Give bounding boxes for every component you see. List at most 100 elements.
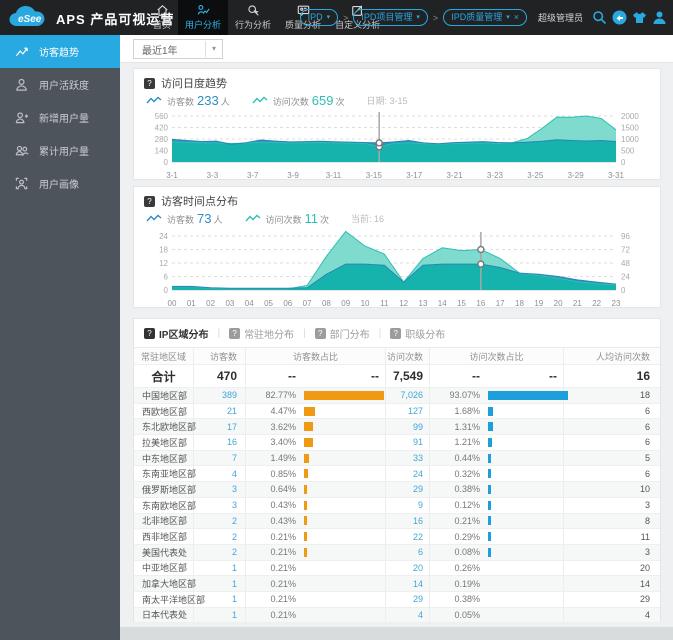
visitors-count[interactable]: 2 — [194, 529, 246, 544]
visits-count[interactable]: 9 — [386, 497, 430, 513]
visits-count[interactable]: 20 — [386, 560, 430, 576]
svg-text:3-25: 3-25 — [527, 171, 544, 180]
chart2-legend: 访客数 73 人 访问次数 11 次 当前: 16 — [134, 208, 660, 226]
visits-count[interactable]: 99 — [386, 419, 430, 435]
visitors-count[interactable]: 3 — [194, 497, 246, 513]
sidebar-item-new-users[interactable]: 新增用户量 — [0, 101, 120, 134]
close-icon[interactable]: × — [513, 12, 519, 22]
tab-separator: | — [217, 328, 221, 339]
search-icon[interactable] — [592, 10, 607, 25]
visits-count[interactable]: 29 — [386, 591, 430, 607]
visits-count[interactable]: 33 — [386, 450, 430, 466]
legend-item: 访客数 73 人 — [146, 211, 223, 226]
pill-ipd-quality[interactable]: IPD质量管理 ▾ × — [443, 9, 527, 26]
pill-ipd-project[interactable]: IPD项目管理 ▾ — [353, 9, 428, 26]
nav-item-behavior-analysis[interactable]: 行为分析 — [228, 0, 278, 35]
chevron-down-icon[interactable]: ▾ — [326, 14, 331, 21]
svg-text:10: 10 — [361, 299, 370, 308]
date-range-select[interactable]: 最近1年 ▾ — [133, 39, 223, 59]
region-name: 东南欧地区部 — [134, 497, 196, 513]
toolbar: 最近1年 ▾ — [120, 35, 673, 63]
legend-unit: 次 — [335, 97, 345, 107]
visits-count[interactable]: 91 — [386, 435, 430, 450]
breadcrumb-separator: > — [343, 12, 349, 23]
nav-item-user-analysis[interactable]: 用户分析 — [178, 0, 229, 35]
esee-logo-icon[interactable]: eSee — [6, 3, 52, 32]
chart1-legend: 访客数 233 人 访问次数 659 次 日期: 3-15 — [134, 90, 660, 108]
nav-item-home[interactable]: 首页 — [146, 0, 178, 35]
visits-count[interactable]: 127 — [386, 403, 430, 419]
column-header: 常驻地区域 — [134, 348, 194, 364]
table-row: 拉美地区部 16 3.40% 91 1.21% 6 — [134, 435, 660, 451]
region-name: 西欧地区部 — [134, 403, 194, 419]
help-icon: ? — [144, 328, 155, 339]
hourly-distribution-card: ? 访客时间点分布 访客数 73 人访问次数 11 次当前: 16 0 0 6 24 12 48 1… — [133, 186, 661, 308]
sidebar-item-user-profile[interactable]: 用户画像 — [0, 167, 120, 200]
table-row: 南太平洋地区部 1 0.21% 29 0.38% 29 — [134, 591, 660, 608]
svg-text:12: 12 — [399, 299, 408, 308]
sidebar-item-user-activity[interactable]: 用户活跃度 — [0, 68, 120, 101]
series-line-icon — [146, 214, 162, 222]
visits-count[interactable]: 29 — [386, 482, 430, 497]
svg-text:3-1: 3-1 — [166, 171, 178, 180]
visitors-count[interactable]: 389 — [194, 388, 246, 403]
svg-text:12: 12 — [159, 259, 168, 268]
tab-department[interactable]: ? 部门分布 — [314, 326, 370, 341]
table-row: 东北欧地区部 17 3.62% 99 1.31% 6 — [134, 419, 660, 436]
visitors-count[interactable]: 1 — [194, 560, 246, 576]
legend-note: 当前: 16 — [351, 214, 385, 224]
visitor-pct-bar — [304, 422, 313, 432]
svg-text:3-21: 3-21 — [447, 171, 464, 180]
visitors-count[interactable]: 21 — [194, 403, 246, 419]
tab-job-level[interactable]: ? 职级分布 — [390, 326, 445, 341]
visits-count[interactable]: 14 — [386, 576, 430, 591]
chevron-down-icon[interactable]: ▾ — [205, 41, 222, 57]
shirt-icon[interactable] — [632, 10, 647, 25]
distribution-tabs: ? IP区域分布 |? 常驻地分布 |? 部门分布 |? 职级分布 — [134, 319, 660, 347]
table-row: 中东地区部 7 1.49% 33 0.44% 5 — [134, 450, 660, 467]
tab-ip-region[interactable]: ? IP区域分布 — [144, 326, 208, 341]
legend-name: 访问次数 — [265, 215, 302, 225]
help-icon[interactable]: ? — [144, 195, 155, 207]
visitors-count[interactable]: 3 — [194, 482, 246, 497]
visits-count[interactable]: 4 — [386, 607, 430, 623]
visitors-count[interactable]: 17 — [194, 419, 246, 435]
visit-pct-bar — [488, 422, 493, 432]
visitors-count[interactable]: 16 — [194, 435, 246, 450]
region-distribution-card: ? IP区域分布 |? 常驻地分布 |? 部门分布 |? 职级分布 常驻地区域 访客数 访客数占比… — [133, 318, 661, 624]
tab-residence[interactable]: ? 常驻地分布 — [229, 326, 294, 341]
home-icon — [156, 4, 168, 16]
svg-text:3-23: 3-23 — [487, 171, 504, 180]
sidebar-item-visitor-trend[interactable]: 访客趋势 — [0, 35, 120, 68]
chevron-down-icon[interactable]: ▾ — [506, 14, 510, 21]
visitors-count[interactable]: 2 — [194, 513, 246, 529]
legend-unit: 人 — [213, 215, 223, 225]
visitors-count[interactable]: 2 — [194, 544, 246, 560]
pill-ipd[interactable]: IPD ▾ — [299, 9, 339, 26]
nav-label: 首页 — [153, 20, 172, 30]
share-circle-icon[interactable] — [612, 10, 627, 25]
user-icon[interactable] — [652, 10, 667, 25]
table-row: 美国代表处 2 0.21% 6 0.08% 3 — [134, 544, 660, 561]
chevron-down-icon[interactable]: ▾ — [416, 14, 420, 21]
visits-count[interactable]: 22 — [386, 529, 430, 544]
svg-text:18: 18 — [515, 299, 524, 308]
visits-count[interactable]: 6 — [386, 544, 430, 560]
visits-count[interactable]: 24 — [386, 466, 430, 482]
visitors-count[interactable]: 1 — [194, 607, 246, 623]
sidebar-item-total-users[interactable]: 累计用户量 — [0, 134, 120, 167]
nav-label: 行为分析 — [235, 20, 272, 30]
svg-text:1500: 1500 — [621, 124, 639, 133]
avg-visits: 14 — [639, 578, 650, 589]
daily-trend-chart[interactable]: 0 0 140 500 280 1000 420 1500 560 2000 3-1 3-3 3-7 3-… — [142, 110, 650, 184]
help-icon[interactable]: ? — [144, 77, 155, 89]
visitors-count[interactable]: 7 — [194, 450, 246, 466]
visit-pct-bar — [488, 500, 491, 510]
visitors-count[interactable]: 4 — [194, 466, 246, 482]
visits-count[interactable]: 16 — [386, 513, 430, 529]
table-row: 东南亚地区部 4 0.85% 24 0.32% 6 — [134, 466, 660, 483]
visitors-count[interactable]: 1 — [194, 576, 246, 591]
visitors-count[interactable]: 1 — [194, 591, 246, 607]
visits-count[interactable]: 7,026 — [386, 388, 430, 403]
